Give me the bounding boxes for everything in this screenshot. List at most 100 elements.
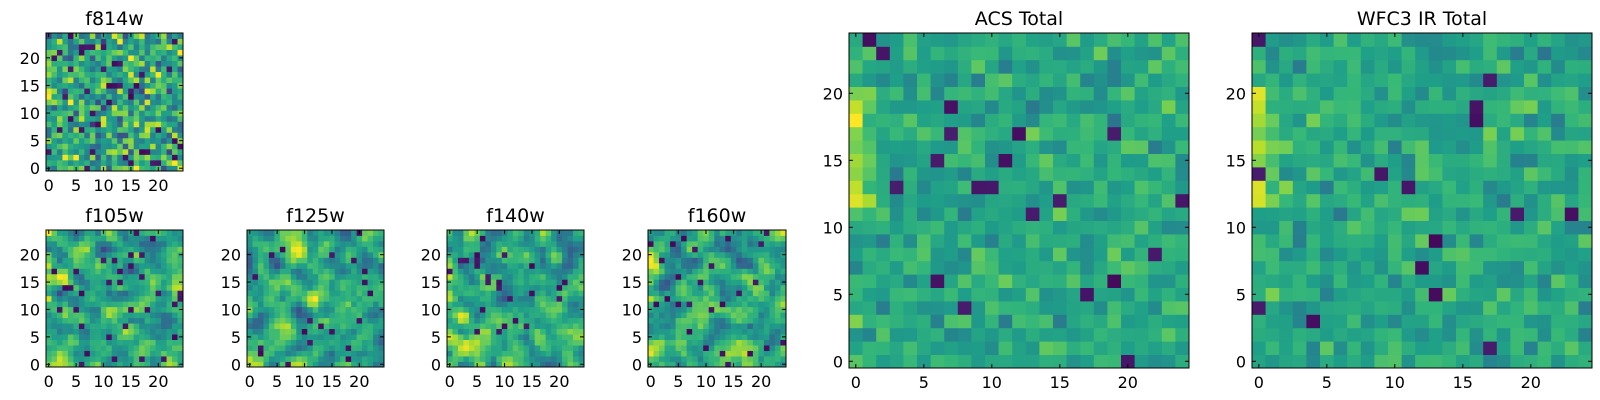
heatmap-cell [540, 251, 547, 258]
heatmap-cell [95, 279, 102, 286]
heatmap-cell [150, 312, 156, 319]
heatmap-cell [1469, 100, 1484, 114]
heatmap-cell [736, 268, 743, 275]
heatmap-cell [78, 235, 85, 242]
heatmap-cell [150, 235, 156, 242]
heatmap-cell [100, 159, 107, 166]
heatmap-cell [285, 312, 292, 319]
heatmap-cell [345, 262, 352, 269]
heatmap-cell [51, 71, 58, 78]
heatmap-cell [166, 273, 173, 280]
heatmap-cell [714, 295, 721, 302]
heatmap-cell [1080, 247, 1095, 262]
heatmap-cell [150, 126, 156, 133]
heatmap-cell [1456, 59, 1470, 74]
heatmap-cell [117, 328, 124, 335]
heatmap-cell [1578, 59, 1593, 74]
heatmap-cell [257, 328, 264, 335]
heatmap-cell [556, 339, 563, 346]
heatmap-cell [1306, 247, 1321, 262]
heatmap-cell [172, 115, 178, 122]
heatmap-cell [285, 268, 292, 275]
heatmap-cell [1401, 167, 1416, 181]
heatmap-cell [106, 66, 113, 73]
heatmap-cell [155, 55, 162, 61]
heatmap-cell [1265, 341, 1280, 355]
heatmap-cell [161, 312, 167, 319]
heatmap-cell [340, 312, 347, 319]
heatmap-cell [51, 77, 58, 84]
heatmap-cell [95, 295, 102, 302]
heatmap-cell [1107, 126, 1122, 141]
heatmap-cell [78, 71, 85, 78]
heatmap-cell [523, 240, 530, 247]
heatmap-cell [1066, 341, 1081, 355]
heatmap-cell [849, 220, 863, 235]
heatmap-cell [573, 251, 579, 258]
heatmap-cell [46, 317, 52, 324]
heatmap-cell [501, 290, 508, 297]
heatmap-cell [1415, 287, 1430, 302]
heatmap-cell [551, 230, 557, 236]
heatmap-cell [1551, 234, 1566, 248]
heatmap-cell [301, 262, 308, 269]
panel-title: WFC3 IR Total [1357, 8, 1487, 30]
heatmap-cell [758, 295, 765, 302]
heatmap-cell [100, 66, 107, 73]
heatmap-cell [62, 132, 69, 139]
heatmap-cell [578, 230, 585, 236]
heatmap-cell [551, 295, 557, 302]
heatmap-cell [862, 207, 877, 221]
heatmap-cell [512, 246, 519, 253]
heatmap-cell [985, 207, 999, 221]
heatmap-cell [133, 38, 140, 45]
heatmap-cell [323, 251, 330, 258]
heatmap-cell [247, 345, 253, 351]
heatmap-cell [106, 301, 113, 308]
heatmap-cell [95, 257, 102, 264]
heatmap-cell [1053, 180, 1067, 195]
heatmap-cell [1279, 33, 1294, 47]
heatmap-cell [653, 328, 660, 335]
heatmap-cell [457, 246, 464, 253]
heatmap-cell [1333, 140, 1348, 154]
heatmap-cell [1053, 140, 1067, 154]
heatmap-cell [1483, 354, 1498, 369]
heatmap-cell [545, 235, 552, 242]
heatmap-cell [1333, 33, 1348, 47]
heatmap-cell [551, 350, 557, 357]
heatmap-cell [312, 361, 319, 368]
heatmap-cell [849, 126, 863, 141]
heatmap-cell [155, 350, 162, 357]
heatmap-cell [279, 312, 286, 319]
heatmap-cell [73, 143, 80, 150]
heatmap-cell [752, 246, 759, 253]
heatmap-cell [133, 235, 140, 242]
heatmap-cell [84, 361, 91, 368]
heatmap-cell [1279, 153, 1294, 168]
heatmap-cell [150, 38, 156, 45]
heatmap-cell [1012, 46, 1027, 61]
heatmap-cell [73, 339, 80, 346]
heatmap-cell [51, 143, 58, 150]
heatmap-cell [1469, 220, 1484, 235]
heatmap-cell [144, 121, 151, 128]
heatmap-cell [670, 246, 676, 253]
heatmap-cell [172, 284, 178, 291]
heatmap-cell [1012, 167, 1027, 181]
heatmap-cell [100, 339, 107, 346]
heatmap-cell [95, 350, 102, 357]
heatmap-cell [133, 71, 140, 78]
heatmap-cell [1161, 46, 1176, 61]
heatmap-cell [345, 306, 352, 313]
heatmap-cell [1442, 220, 1457, 235]
heatmap-cell [507, 262, 514, 269]
heatmap-cell [763, 273, 770, 280]
heatmap-cell [172, 154, 178, 161]
heatmap-cell [664, 295, 671, 302]
heatmap-cell [1456, 341, 1470, 355]
heatmap-cell [95, 104, 102, 111]
heatmap-cell [1265, 86, 1280, 101]
heatmap-cell [1134, 73, 1149, 87]
heatmap-cell [774, 334, 781, 340]
